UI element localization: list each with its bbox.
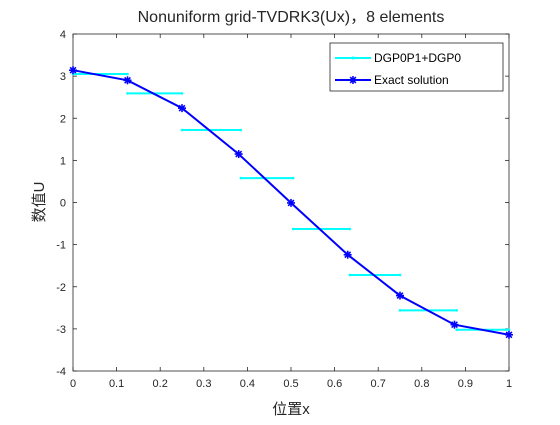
dgp-segment-marker — [180, 92, 184, 95]
dgp-segment-marker — [291, 227, 295, 231]
exact-point — [287, 198, 295, 207]
exact-point — [450, 320, 459, 329]
x-tick-label: 0.4 — [240, 378, 255, 390]
exact-point — [234, 150, 243, 159]
dgp-segment-marker — [398, 273, 402, 277]
exact-point — [396, 291, 404, 300]
y-tick-label: 2 — [60, 113, 66, 125]
dgp-segment-marker — [239, 128, 243, 132]
dgp-segment-marker — [348, 273, 352, 277]
y-tick-label: -3 — [56, 324, 66, 336]
y-axis-label: 数值U — [31, 182, 48, 223]
y-tick-label: -1 — [56, 240, 66, 252]
x-tick-label: 0.8 — [414, 378, 429, 390]
legend-star — [349, 76, 357, 84]
x-tick-label: 0.2 — [153, 378, 168, 390]
x-tick-label: 0.6 — [327, 378, 342, 390]
legend-label-dgp: DGP0P1+DGP0 — [374, 51, 461, 65]
x-tick-label: 1 — [506, 378, 512, 390]
legend: DGP0P1+DGP0 Exact solution — [329, 42, 504, 92]
legend-label-exact: Exact solution — [374, 73, 449, 87]
y-tick-label: 4 — [60, 29, 66, 41]
x-axis-ticks: 0 0.1 0.2 0.3 0.4 0.5 0.6 0.7 0.8 0.9 1 — [70, 34, 512, 390]
dgp-segment-marker — [455, 328, 458, 332]
x-tick-label: 0.9 — [458, 378, 473, 390]
x-tick-label: 0.7 — [371, 378, 386, 390]
x-tick-label: 0.5 — [283, 378, 298, 390]
dgp-segment-marker — [398, 309, 402, 312]
legend-marker-exact — [349, 76, 357, 84]
y-tick-label: 0 — [60, 198, 66, 210]
exact-point — [178, 104, 186, 113]
legend-marker-dgp — [351, 56, 355, 60]
y-tick-label: -2 — [56, 282, 66, 294]
dgp-segment-marker — [455, 309, 458, 312]
y-axis-ticks: -4 -3 -2 -1 0 1 2 3 4 — [56, 29, 509, 378]
dgp-segment-marker — [507, 328, 511, 332]
exact-point — [123, 76, 132, 85]
y-tick-label: 1 — [60, 155, 66, 167]
x-tick-label: 0 — [70, 378, 76, 390]
y-tick-label: -4 — [56, 366, 66, 378]
dgp-segment-marker — [126, 72, 129, 76]
dgp-segment-marker — [239, 176, 243, 180]
exact-point — [343, 250, 352, 259]
legend-box — [329, 42, 504, 92]
exact-point — [505, 330, 513, 339]
x-tick-label: 0.3 — [196, 378, 211, 390]
dgp-segment-marker — [348, 227, 352, 231]
series-layer — [69, 66, 513, 339]
x-tick-label: 0.1 — [109, 378, 124, 390]
y-tick-label: 3 — [60, 71, 66, 83]
dgp-segment-marker — [180, 128, 184, 132]
x-axis-label: 位置x — [272, 401, 310, 418]
series-exact — [69, 66, 513, 339]
dgp-segment-marker — [291, 176, 295, 180]
exact-point — [69, 66, 77, 75]
chart-title: Nonuniform grid-TVDRK3(Ux)，8 elements — [138, 9, 445, 26]
dgp-segment-marker — [126, 92, 129, 95]
